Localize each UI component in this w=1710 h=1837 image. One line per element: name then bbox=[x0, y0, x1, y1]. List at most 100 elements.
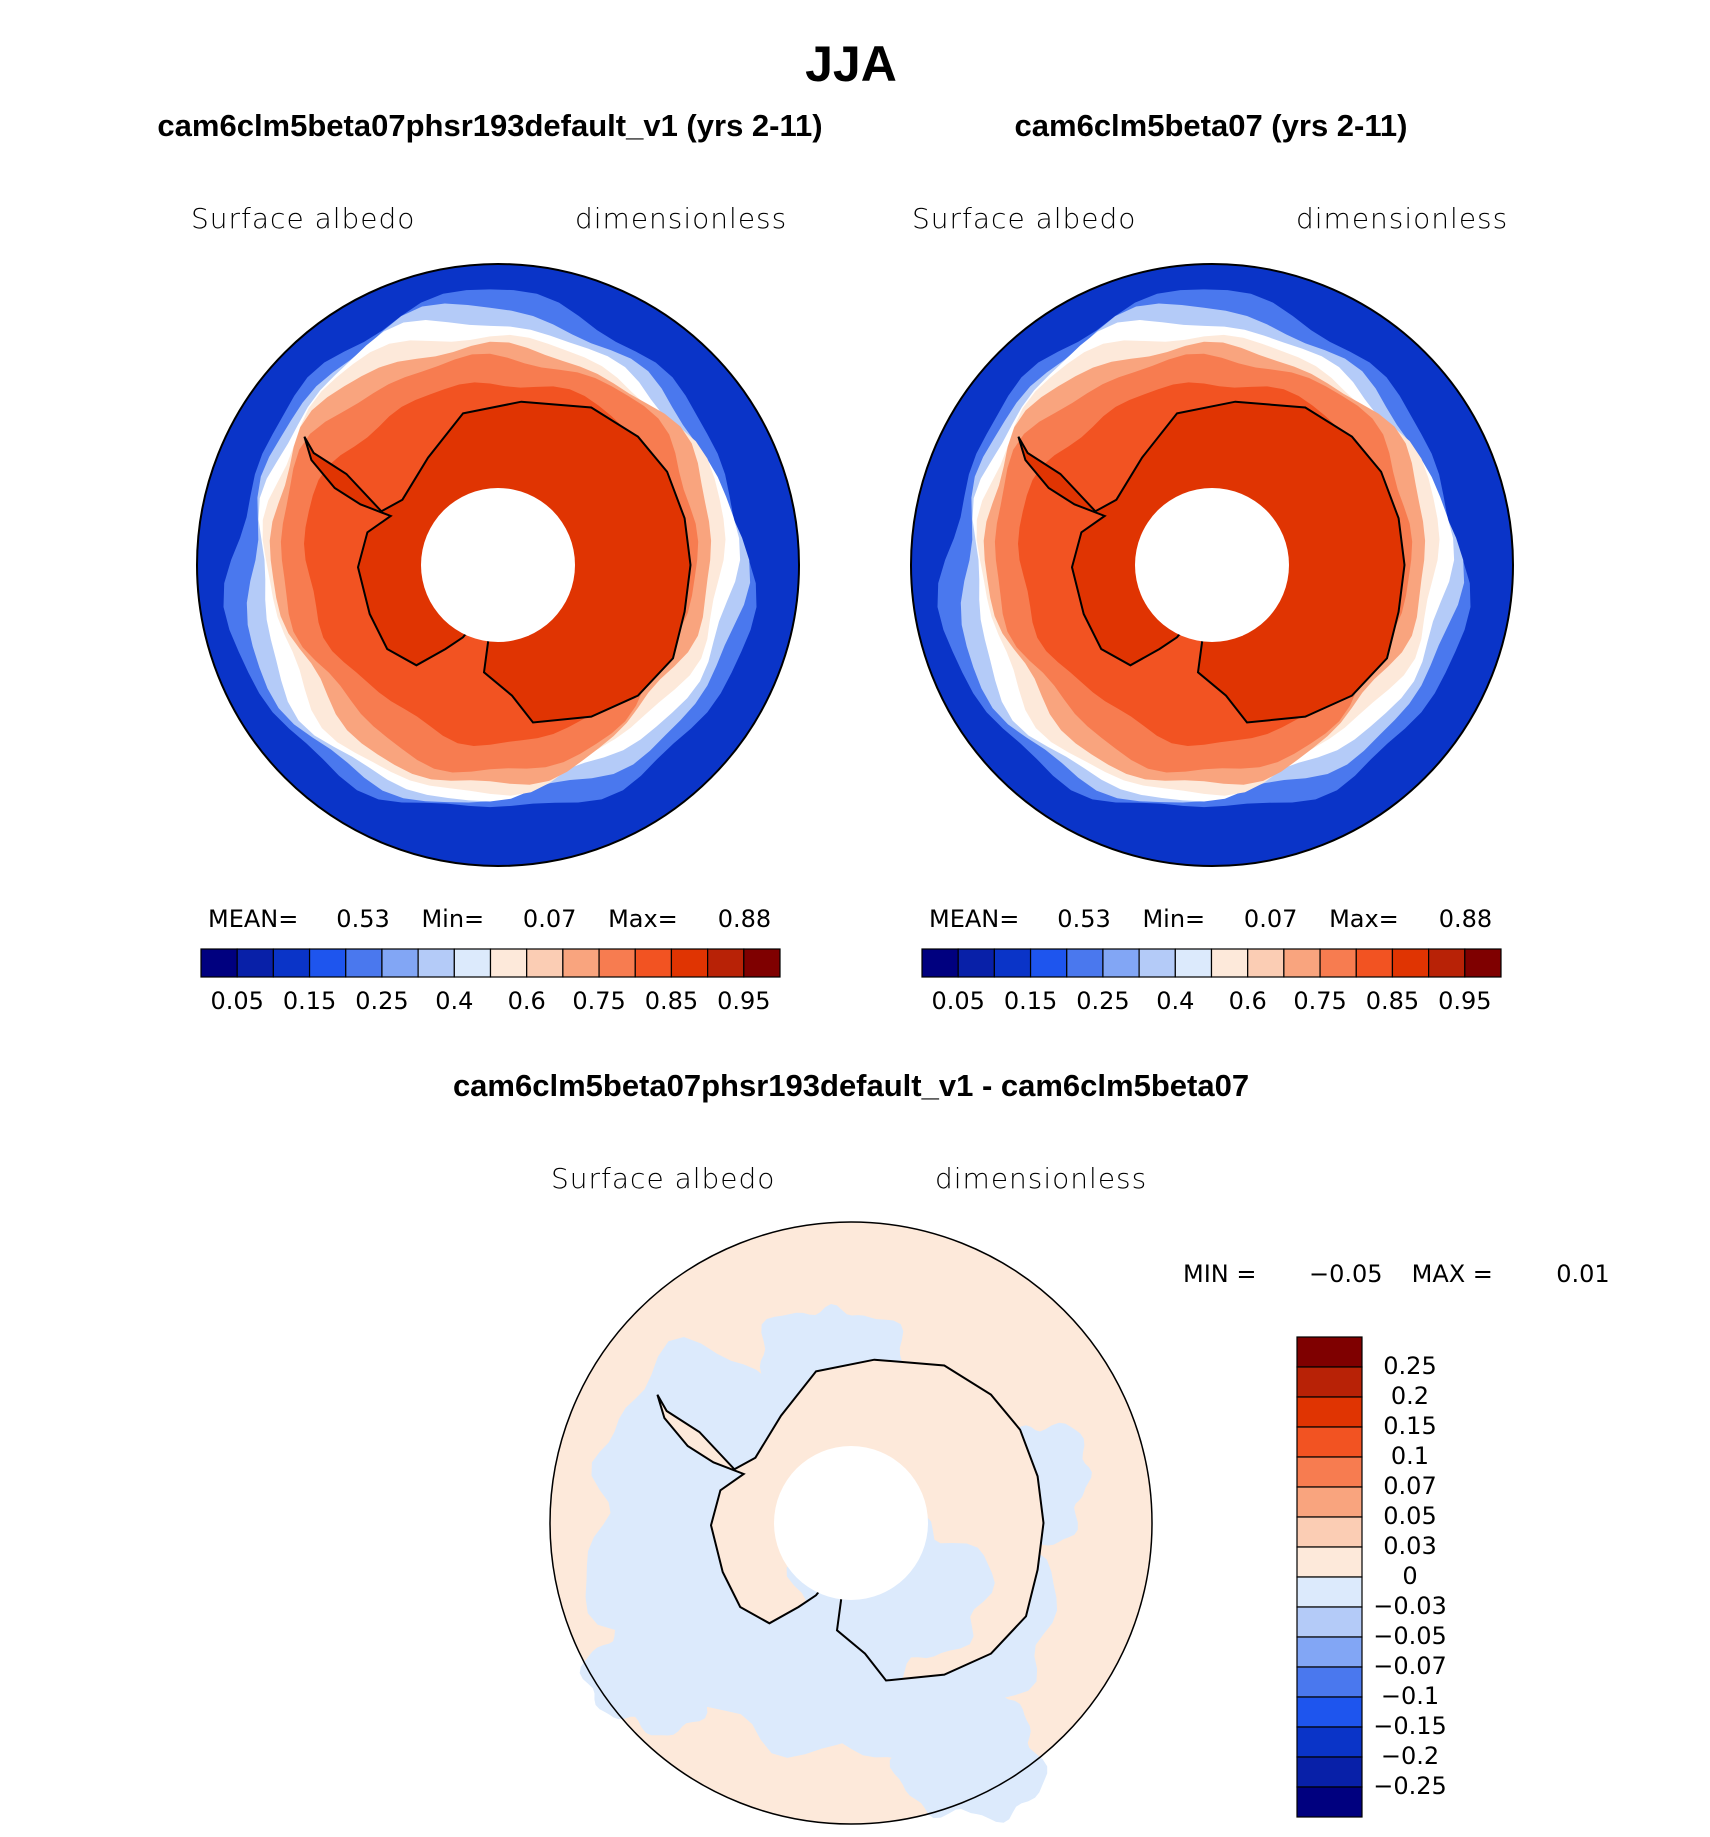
colorbar-box bbox=[1296, 1606, 1363, 1638]
colorbar-box bbox=[236, 948, 274, 978]
colorbar-box bbox=[1296, 1576, 1363, 1608]
colorbar-label: 0.25 bbox=[1383, 1352, 1436, 1380]
colorbar-box bbox=[1247, 948, 1285, 978]
colorbar-label: 0.95 bbox=[1438, 987, 1491, 1015]
coastline bbox=[656, 1358, 1045, 1682]
colorbar-box bbox=[1296, 1426, 1363, 1458]
map-stat: MAX = bbox=[1412, 1260, 1493, 1288]
figure-title: JJA bbox=[805, 36, 897, 92]
colorbar-box bbox=[453, 948, 492, 978]
colorbar-box bbox=[1296, 1486, 1363, 1518]
colorbar-label: 0.85 bbox=[1366, 987, 1419, 1015]
colorbar-box bbox=[993, 948, 1032, 978]
map-stat: Min= bbox=[1142, 905, 1205, 933]
map-variable: Surface albedo bbox=[551, 1162, 775, 1195]
colorbar-label: 0.15 bbox=[1383, 1412, 1436, 1440]
map bbox=[196, 263, 800, 867]
colorbar-label: −0.15 bbox=[1373, 1712, 1447, 1740]
panel-title: cam6clm5beta07phsr193default_v1 (yrs 2-1… bbox=[157, 108, 822, 143]
colorbar-label: 0.6 bbox=[1229, 987, 1267, 1015]
colorbar-box bbox=[1296, 1546, 1363, 1578]
colorbar-label: 0.1 bbox=[1391, 1442, 1429, 1470]
colorbar-box bbox=[1029, 948, 1068, 978]
colorbar-label: 0.25 bbox=[355, 987, 408, 1015]
colorbar-box bbox=[1296, 1726, 1363, 1758]
colorbar-label: −0.03 bbox=[1373, 1592, 1447, 1620]
map-stat: 0.88 bbox=[1439, 905, 1492, 933]
colorbar-label: 0.4 bbox=[435, 987, 473, 1015]
colorbar-label: −0.25 bbox=[1373, 1772, 1447, 1800]
colorbar-label: −0.1 bbox=[1381, 1682, 1439, 1710]
colorbar-box bbox=[200, 948, 238, 978]
colorbar-box bbox=[1296, 1366, 1363, 1398]
map-stat: −0.05 bbox=[1309, 1260, 1383, 1288]
colorbar-box bbox=[381, 948, 419, 978]
map-units: dimensionless bbox=[935, 1162, 1147, 1195]
colorbar-label: 0 bbox=[1402, 1562, 1417, 1590]
colorbar-box bbox=[1296, 1666, 1363, 1698]
colorbar-label: −0.07 bbox=[1373, 1652, 1447, 1680]
colorbar-label: 0.95 bbox=[717, 987, 770, 1015]
map-border bbox=[196, 263, 800, 867]
colorbar-box bbox=[1428, 948, 1466, 978]
map-stat: 0.07 bbox=[523, 905, 576, 933]
map-stat: 0.88 bbox=[718, 905, 771, 933]
colorbar-box bbox=[1296, 1336, 1363, 1368]
map-variable: Surface albedo bbox=[191, 202, 415, 235]
colorbar-label: −0.2 bbox=[1381, 1742, 1439, 1770]
colorbar-box bbox=[1210, 948, 1249, 978]
colorbar-label: 0.25 bbox=[1076, 987, 1129, 1015]
map-border bbox=[549, 1221, 1153, 1825]
colorbar-label: 0.75 bbox=[1293, 987, 1346, 1015]
colorbar-box bbox=[1296, 1696, 1363, 1728]
colorbar-box bbox=[526, 948, 564, 978]
colorbar-box bbox=[1102, 948, 1140, 978]
colorbar-box bbox=[1355, 948, 1394, 978]
colorbar-box bbox=[1296, 1636, 1363, 1668]
map-stat: MEAN= bbox=[929, 905, 1019, 933]
map-stat: Max= bbox=[1329, 905, 1399, 933]
colorbar-box bbox=[1296, 1756, 1363, 1788]
colorbar-box bbox=[1174, 948, 1213, 978]
colorbar-label: 0.6 bbox=[508, 987, 546, 1015]
map-variable: Surface albedo bbox=[912, 202, 1136, 235]
colorbar-box bbox=[417, 948, 455, 978]
colorbar-box bbox=[707, 948, 745, 978]
colorbar-box bbox=[489, 948, 528, 978]
colorbar-label: 0.05 bbox=[1383, 1502, 1436, 1530]
colorbar-box bbox=[1391, 948, 1430, 978]
colorbar-box bbox=[1283, 948, 1321, 978]
map-units: dimensionless bbox=[575, 202, 787, 235]
map-stat: 0.07 bbox=[1244, 905, 1297, 933]
colorbar-box bbox=[957, 948, 995, 978]
colorbar-box bbox=[743, 948, 781, 978]
pole-hole bbox=[774, 1446, 928, 1600]
colorbar-box bbox=[1296, 1516, 1363, 1548]
pole-hole bbox=[421, 488, 575, 642]
colorbar-box bbox=[562, 948, 600, 978]
map bbox=[549, 1221, 1153, 1825]
map-units: dimensionless bbox=[1296, 202, 1508, 235]
colorbar-label: 0.15 bbox=[1004, 987, 1057, 1015]
colorbar-box bbox=[308, 948, 347, 978]
colorbar-box bbox=[1066, 948, 1104, 978]
map-stat: Max= bbox=[608, 905, 678, 933]
diff-band bbox=[579, 1604, 709, 1736]
colorbar-box bbox=[670, 948, 709, 978]
colorbar-box bbox=[1296, 1786, 1363, 1818]
colorbar-box bbox=[1319, 948, 1357, 978]
coastline bbox=[303, 400, 692, 724]
colorbar-label: 0.15 bbox=[283, 987, 336, 1015]
colorbar-box bbox=[634, 948, 673, 978]
colorbar-label: −0.05 bbox=[1373, 1622, 1447, 1650]
map-stat: 0.01 bbox=[1556, 1260, 1609, 1288]
pole-hole bbox=[1135, 488, 1289, 642]
colorbar-label: 0.07 bbox=[1383, 1472, 1436, 1500]
map bbox=[910, 263, 1514, 867]
colorbar-box bbox=[1138, 948, 1176, 978]
colorbar-label: 0.4 bbox=[1156, 987, 1194, 1015]
colorbar-label: 0.2 bbox=[1391, 1382, 1429, 1410]
colorbar-label: 0.05 bbox=[931, 987, 984, 1015]
colorbar-box bbox=[1296, 1396, 1363, 1428]
